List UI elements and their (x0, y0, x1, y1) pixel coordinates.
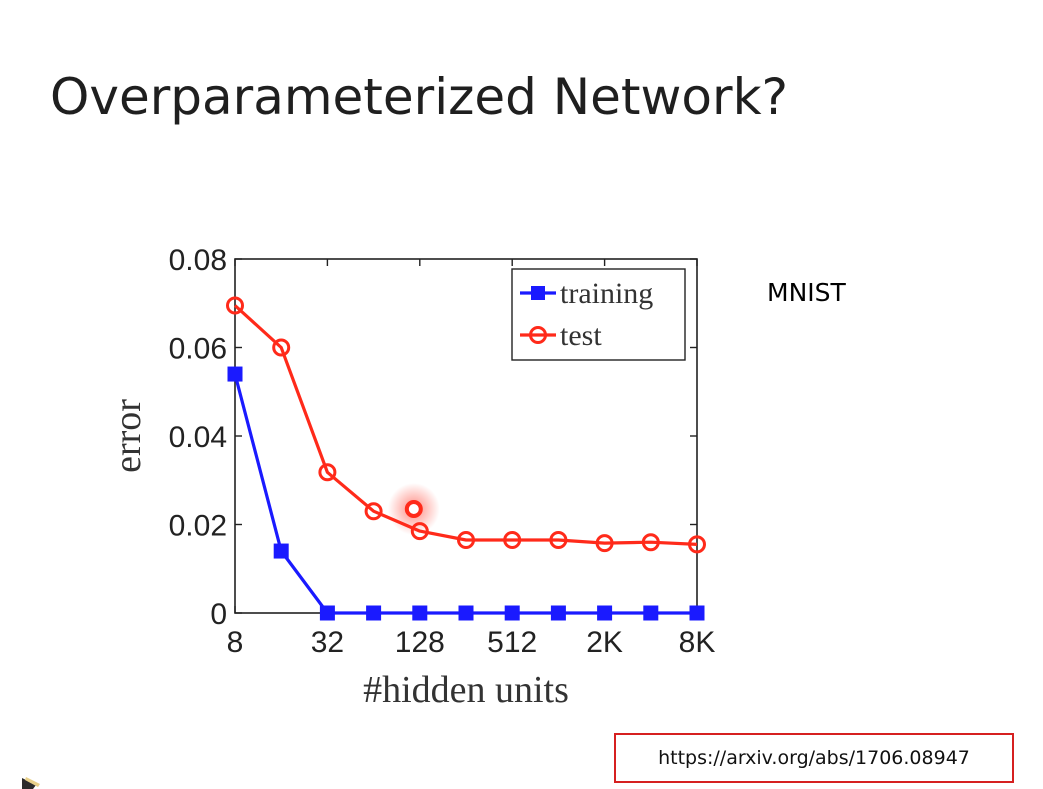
data-point-training (412, 605, 428, 621)
data-point-test (272, 338, 291, 357)
y-tick-label: 0.02 (169, 510, 227, 543)
x-tick-label: 8K (679, 626, 716, 659)
data-point-test (318, 463, 337, 482)
slide-title: Overparameterized Network? (50, 68, 789, 126)
data-point-training (273, 543, 289, 559)
x-tick-label: 32 (311, 626, 344, 659)
data-point-training (550, 605, 566, 621)
data-point-training (319, 605, 335, 621)
legend-box (511, 268, 686, 361)
pen-pointer-icon (22, 777, 40, 789)
data-point-test (549, 530, 568, 549)
data-point-test (226, 296, 244, 315)
legend-label-training: training (560, 277, 653, 310)
data-point-training (227, 366, 243, 382)
data-point-training (643, 605, 659, 621)
x-tick-label: 512 (487, 626, 537, 659)
data-point-training (458, 605, 474, 621)
x-tick-label: 128 (395, 626, 445, 659)
reference-url[interactable]: https://arxiv.org/abs/1706.08947 (658, 747, 970, 769)
x-tick-label: 2K (586, 626, 623, 659)
x-tick-label: 8 (227, 626, 244, 659)
data-point-training (366, 605, 382, 621)
y-tick-label: 0 (210, 598, 227, 631)
data-point-test (457, 530, 475, 549)
y-tick-label: 0.08 (169, 244, 227, 277)
y-tick-label: 0.06 (169, 333, 227, 366)
series-line-test (233, 304, 698, 546)
pointer-dot (404, 500, 423, 519)
y-tick-label: 0.04 (169, 421, 227, 454)
data-point-training (504, 605, 520, 621)
data-point-training (597, 605, 613, 621)
legend-marker-test (529, 326, 547, 344)
legend-marker-training (531, 286, 545, 300)
data-point-test (641, 533, 660, 552)
legend-label-test: test (560, 319, 602, 352)
data-point-training (689, 605, 705, 621)
data-point-test (688, 535, 706, 554)
dataset-label: MNIST (767, 278, 846, 307)
x-axis-label: #hidden units (363, 669, 569, 711)
data-point-test (595, 534, 614, 553)
y-axis-label: error (107, 399, 149, 473)
reference-link[interactable]: https://arxiv.org/abs/1706.08947 (614, 733, 1014, 783)
data-point-test (503, 530, 522, 549)
data-point-test (364, 502, 383, 521)
